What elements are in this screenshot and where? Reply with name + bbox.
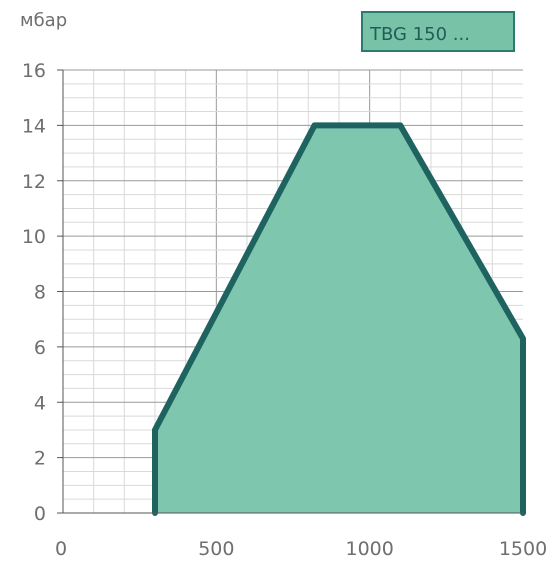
x-tick-label: 0 — [55, 538, 67, 560]
y-tick-label: 0 — [34, 503, 46, 525]
y-tick-label: 8 — [34, 282, 46, 304]
y-tick-label: 6 — [34, 337, 46, 359]
y-tick-label: 4 — [34, 392, 46, 414]
plot-area — [152, 122, 526, 516]
y-tick-label: 10 — [22, 226, 46, 248]
y-tick-label: 16 — [22, 60, 46, 82]
legend: TBG 150 ... — [361, 11, 515, 52]
x-tick-label: 1500 — [499, 538, 547, 560]
y-tick-label: 12 — [22, 171, 46, 193]
y-tick-label: 14 — [22, 115, 46, 137]
legend-label: TBG 150 ... — [369, 24, 470, 45]
tick-labels: 0 2 4 6 8 10 12 14 16 0 500 1000 1500 — [22, 60, 547, 560]
area-fill-series-0 — [155, 125, 523, 514]
area-outline-series-0 — [152, 122, 526, 516]
y-tick-label: 2 — [34, 448, 46, 470]
axes — [57, 69, 523, 514]
x-tick-label: 1000 — [345, 538, 393, 560]
legend-box — [361, 11, 515, 52]
y-axis-unit-label: мбар — [20, 10, 67, 31]
x-tick-label: 500 — [198, 538, 234, 560]
